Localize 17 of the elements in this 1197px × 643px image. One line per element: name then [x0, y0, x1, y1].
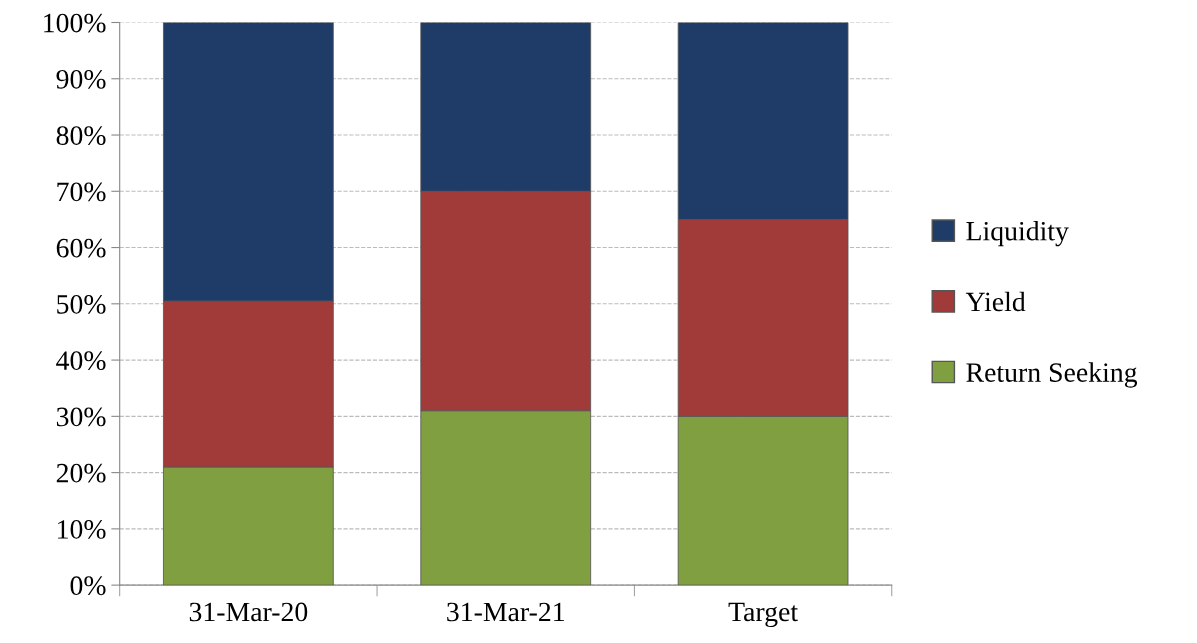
y-tick-label: 90%: [56, 69, 106, 89]
y-tick-label: 100%: [44, 13, 106, 33]
legend-label: Yield: [965, 291, 1026, 312]
legend-label: Return Seeking: [966, 362, 1138, 388]
x-tick-label: Target: [728, 602, 798, 627]
y-tick-label: 10%: [58, 520, 106, 539]
y-tick-label: 20%: [56, 463, 106, 483]
y-tick-label: 50%: [57, 294, 106, 314]
y-tick-label: 40%: [56, 351, 106, 371]
y-tick-label: 60%: [56, 238, 106, 258]
x-tick-label: 31-Mar-21: [447, 602, 564, 622]
legend-label: Liquidity: [966, 221, 1069, 247]
y-tick-label: 80%: [56, 126, 106, 146]
y-tick-label: 0%: [70, 576, 106, 596]
y-tick-label: 30%: [56, 407, 106, 427]
y-tick-label: 70%: [57, 182, 106, 202]
x-tick-label: 31-Mar-20: [189, 602, 308, 622]
